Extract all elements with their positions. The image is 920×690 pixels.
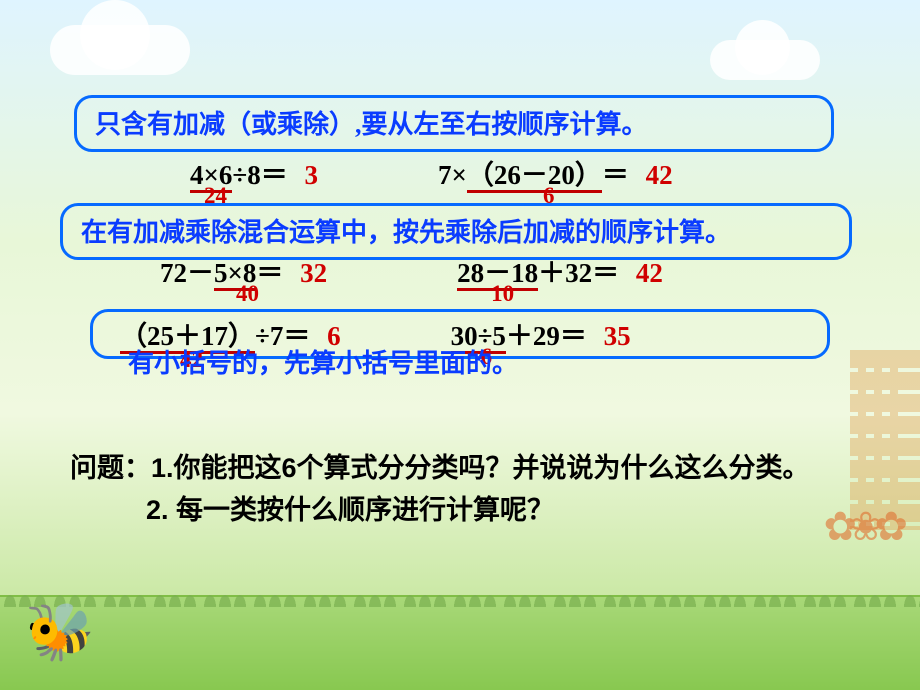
question-1: 问题：1.你能把这6个算式分分类吗？并说说为什么这么分类。 [70,448,810,490]
eq2-pre: 7× [438,160,467,190]
bee-icon: 🐝 [25,599,95,665]
eq6-answer: 35 [604,321,631,351]
rule-text-1: 只含有加减（或乘除）,要从左至右按顺序计算。 [95,110,648,139]
eq3-post: ＝ [256,258,283,288]
grass-ground [0,595,920,690]
equation-3: 72－5×8＝ 32 40 [160,251,327,290]
rule-text-2: 在有加减乘除混合运算中，按先乘除后加减的顺序计算。 [81,218,731,247]
eq4-post: ＋32＝ [538,258,619,288]
equation-1: 4×6÷8＝ 3 24 [190,153,318,192]
eq3-substep: 40 [236,281,259,307]
equation-row-1: 4×6÷8＝ 3 24 7×（26－20）＝ 42 6 [60,153,860,192]
rule-box-1: 只含有加减（或乘除）,要从左至右按顺序计算。 [74,95,834,152]
eq2-underlined: （26－20） [467,160,602,193]
equation-2: 7×（26－20）＝ 42 6 [438,153,673,192]
eq2-answer: 42 [646,160,673,190]
cloud-decoration [50,25,190,75]
eq3-answer: 32 [300,258,327,288]
eq1-post: ÷8＝ [232,160,287,190]
eq3-pre: 72－ [160,258,214,288]
flowers-decoration: ✿❀✿ [823,503,900,550]
equation-4: 28－18＋32＝ 42 10 [457,251,663,290]
eq4-answer: 42 [636,258,663,288]
rule-text-3: 有小括号的，先算小括号里面的。 [128,343,518,380]
eq6-post: ＋29＝ [506,321,587,351]
questions-block: 问题：1.你能把这6个算式分分类吗？并说说为什么这么分类。 2. 每一类按什么顺… [70,448,810,532]
equation-row-2: 72－5×8＝ 32 40 28－18＋32＝ 42 10 [60,251,860,290]
cloud-decoration [710,40,820,80]
eq4-substep: 10 [491,281,514,307]
eq1-answer: 3 [304,160,318,190]
question-2: 2. 每一类按什么顺序进行计算呢？ [146,495,554,525]
eq2-post: ＝ [602,160,629,190]
